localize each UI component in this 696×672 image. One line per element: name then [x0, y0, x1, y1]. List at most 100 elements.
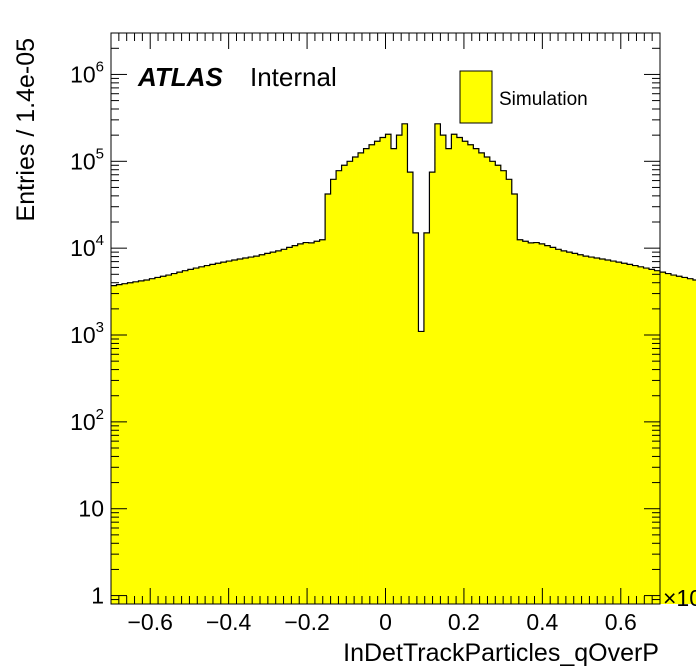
histogram-bin	[319, 239, 326, 604]
histogram-bin	[539, 243, 546, 604]
atlas-label-status: Internal	[250, 62, 337, 92]
histogram-bin	[561, 250, 568, 604]
histogram-bin	[270, 252, 277, 604]
histogram-bin	[687, 278, 694, 604]
histogram-bin	[297, 243, 304, 604]
histogram-bin	[380, 137, 386, 605]
histogram-bin	[692, 279, 696, 604]
x-tick-label: 0.4	[526, 609, 558, 635]
x-axis-label: InDetTrackParticles_qOverP	[343, 639, 659, 667]
histogram-bin	[451, 134, 458, 604]
histogram-bin	[149, 278, 156, 604]
histogram-bin	[407, 172, 414, 604]
histogram-bin	[665, 273, 672, 604]
histogram-bin	[649, 269, 655, 604]
histogram-bin	[259, 254, 266, 605]
histogram-bin	[572, 253, 579, 604]
legend: Simulation	[459, 70, 588, 124]
histogram-bin	[336, 170, 342, 604]
histogram-bin	[676, 276, 683, 604]
histogram-bin	[638, 266, 644, 604]
histogram-bin	[440, 135, 447, 604]
histogram-bin	[462, 141, 469, 604]
histogram-bin	[308, 242, 315, 604]
histogram-bin	[154, 277, 161, 604]
histogram-bin	[533, 242, 540, 604]
legend-swatch-simulation	[459, 70, 493, 124]
histogram-bin	[143, 279, 150, 604]
y-tick-label: 104	[70, 232, 104, 261]
histogram-bin	[198, 266, 205, 604]
histogram-bin	[237, 259, 244, 604]
histogram-bin	[643, 268, 650, 604]
x-tick-label: 0.2	[448, 609, 480, 635]
histogram-bin	[605, 260, 611, 604]
histogram-bin	[127, 282, 134, 604]
histogram-bin	[566, 252, 573, 604]
histogram-bin	[374, 141, 381, 604]
histogram-bin	[577, 254, 584, 605]
y-tick-label: 10	[78, 496, 104, 522]
histogram-bin	[132, 281, 139, 604]
histogram-bin	[434, 123, 441, 604]
atlas-label: ATLAS Internal	[137, 62, 337, 92]
histogram-bin	[429, 172, 436, 604]
histogram-bin	[171, 273, 178, 604]
histogram-bin	[242, 258, 249, 604]
histogram-bin	[248, 257, 255, 604]
y-tick-label: 106	[70, 58, 104, 87]
histogram-bin	[528, 242, 535, 604]
histogram-bin	[160, 276, 167, 604]
histogram-bin	[220, 262, 227, 604]
histogram-bin	[281, 249, 288, 604]
axis-layer: −0.6 −0.4 −0.2 0 0.2 0.4 0.6 1 10 102 103 104 105 106	[70, 32, 661, 635]
histogram-bin	[500, 170, 507, 604]
histogram-bin	[654, 270, 661, 604]
histogram-bin	[418, 331, 425, 604]
histogram-bin	[401, 123, 408, 604]
histogram-bin	[550, 247, 557, 605]
atlas-label-bold: ATLAS	[137, 62, 223, 92]
histogram-bin	[111, 285, 117, 604]
legend-label-simulation: Simulation	[499, 89, 588, 110]
x-axis-multiplier: ×10	[663, 585, 696, 611]
histogram-bin	[511, 194, 518, 604]
histogram-bin	[369, 144, 375, 605]
histogram-bin	[231, 260, 238, 604]
histogram-bin	[264, 253, 271, 604]
histogram-bin	[473, 148, 480, 604]
histogram-bin	[176, 272, 183, 604]
histogram-bin	[226, 261, 233, 604]
histogram-bin	[583, 256, 590, 604]
histogram-bin	[506, 179, 513, 605]
x-tick-label: 0	[379, 609, 392, 635]
histogram-bin	[456, 137, 463, 605]
histogram-bin	[286, 247, 293, 605]
histogram-bin	[330, 179, 337, 605]
histogram-bin	[253, 256, 260, 604]
histogram-bin	[303, 242, 310, 604]
histogram-bin	[467, 144, 474, 605]
histogram-bin	[621, 263, 628, 604]
histogram-bin	[352, 157, 359, 604]
histogram-bin	[182, 270, 189, 604]
histogram-bin	[209, 264, 216, 604]
histogram-bin	[385, 134, 392, 604]
histogram-bin	[116, 284, 123, 604]
histogram-bin	[215, 263, 222, 604]
histogram-bin	[588, 257, 595, 604]
histogram-bin	[358, 152, 364, 605]
y-axis-label: Entries / 1.4e-05	[12, 38, 40, 221]
histogram-bin	[292, 245, 299, 604]
x-tick-label: 0.6	[605, 609, 637, 635]
histogram-bin	[187, 269, 194, 604]
histogram-bin	[165, 275, 172, 604]
histogram-bin	[489, 161, 496, 605]
histogram-bin	[660, 272, 666, 604]
histogram-bin	[484, 157, 491, 604]
histogram-bin	[412, 232, 419, 604]
histogram-bin	[681, 277, 688, 604]
histogram-bin	[522, 241, 529, 604]
histogram-bin	[341, 165, 348, 605]
